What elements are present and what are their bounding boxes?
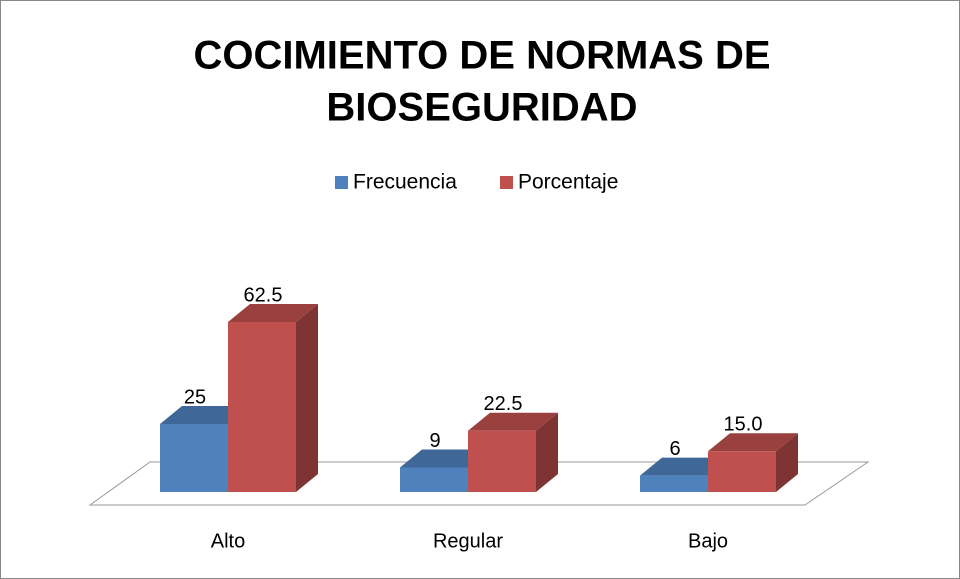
legend-label: Porcentaje [518, 171, 618, 194]
legend-swatch [335, 176, 348, 189]
bar [468, 412, 558, 492]
bar-face [468, 412, 558, 431]
legend-label: Frecuencia [353, 171, 457, 194]
bar-face [776, 433, 798, 492]
bar-face [296, 304, 318, 492]
x-tick-label: Alto [211, 530, 245, 552]
bar-face [640, 475, 708, 492]
data-label: 9 [429, 430, 440, 452]
data-label: 25 [184, 386, 206, 408]
bar-face [708, 451, 776, 492]
data-label: 6 [669, 438, 680, 460]
x-tick-label: Bajo [688, 530, 728, 552]
bar-face [400, 467, 468, 492]
bar [708, 433, 798, 492]
x-tick-label: Regular [433, 530, 503, 552]
bar-face [160, 406, 250, 424]
bar-face [708, 433, 798, 452]
data-label: 22.5 [484, 393, 523, 415]
chart-title: COCIMIENTO DE NORMAS DE [193, 34, 770, 78]
data-label: 62.5 [244, 284, 283, 306]
legend-swatch [500, 176, 513, 189]
bar-face [640, 457, 730, 476]
bar [228, 304, 318, 492]
bar-face [400, 449, 490, 468]
bar-face [536, 412, 558, 492]
bar-face [468, 430, 536, 492]
bar-face [160, 424, 228, 492]
bar-face [228, 322, 296, 492]
chart-title: BIOSEGURIDAD [326, 86, 637, 130]
data-label: 15.0 [724, 413, 763, 435]
bar-face [228, 304, 318, 322]
